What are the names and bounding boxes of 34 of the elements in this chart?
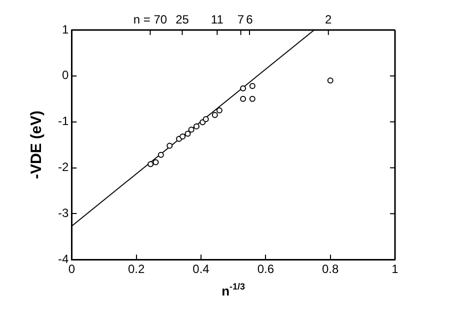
point	[240, 96, 246, 102]
x-tick-label: 0.6	[257, 262, 274, 276]
point	[249, 96, 256, 102]
point	[193, 123, 200, 130]
point	[180, 134, 186, 140]
point	[249, 83, 256, 90]
y-tick-label: -4	[58, 252, 69, 266]
x-tick-label: 0.8	[322, 262, 339, 276]
point	[158, 152, 164, 158]
y-tick-label: -2	[58, 160, 69, 174]
point	[327, 78, 334, 84]
annotation: 2	[325, 12, 332, 26]
annotation: n = 70	[133, 12, 168, 26]
y-tick-label: -1	[58, 114, 69, 128]
y-tick-label: -3	[58, 206, 69, 220]
point	[202, 116, 209, 122]
x-tick-label: 0.2	[128, 262, 145, 276]
point	[216, 107, 222, 114]
x-tick-label: 1	[392, 262, 399, 276]
annotation: 6	[246, 12, 254, 26]
point	[166, 142, 173, 149]
y-tick-label: 1	[62, 22, 69, 36]
point	[188, 126, 194, 133]
point	[152, 159, 159, 166]
y-tick-label: 0	[62, 68, 69, 82]
annotation: 25	[176, 12, 190, 26]
x-tick-label: 0.4	[192, 262, 210, 276]
point	[240, 85, 246, 92]
point	[212, 112, 218, 118]
point	[184, 130, 191, 137]
annotation: 11	[210, 12, 224, 26]
point	[148, 161, 154, 168]
y-axis-title: -VDE (eV)	[28, 110, 46, 179]
annotation: 7	[237, 12, 244, 26]
